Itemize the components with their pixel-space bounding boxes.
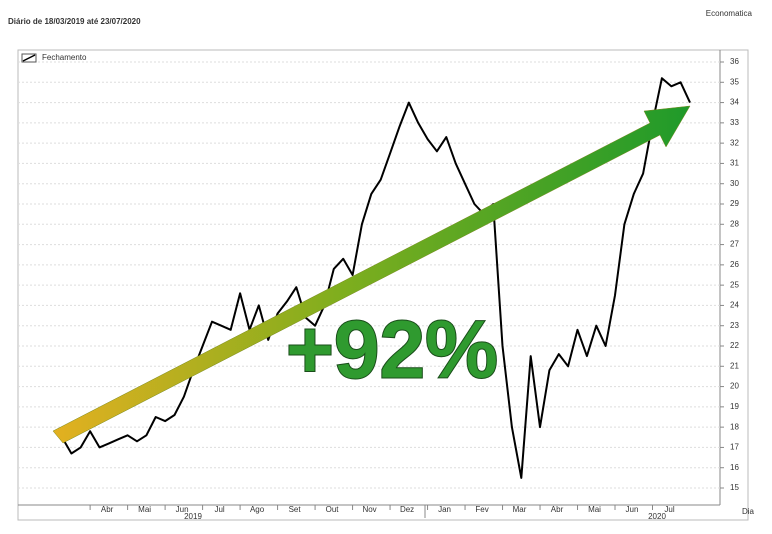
y-tick-label: 17 xyxy=(730,443,739,452)
x-tick-label: Mar xyxy=(513,505,527,514)
x-tick-label: Out xyxy=(326,505,340,514)
legend-line xyxy=(22,54,36,62)
y-tick-label: 24 xyxy=(730,301,739,310)
x-tick-label: Fev xyxy=(475,505,488,514)
x-tick-label: Jan xyxy=(438,505,451,514)
y-tick-label: 15 xyxy=(730,483,739,492)
x-tick-label: Nov xyxy=(362,505,376,514)
trend-arrow xyxy=(52,105,691,444)
y-tick-label: 27 xyxy=(730,240,739,249)
y-tick-label: 33 xyxy=(730,118,739,127)
y-tick-label: 28 xyxy=(730,219,739,228)
y-tick-label: 23 xyxy=(730,321,739,330)
y-tick-label: 21 xyxy=(730,361,739,370)
y-tick-label: 25 xyxy=(730,280,739,289)
y-tick-label: 20 xyxy=(730,382,739,391)
y-tick-label: 29 xyxy=(730,199,739,208)
y-tick-label: 35 xyxy=(730,77,739,86)
x-tick-label: Jun xyxy=(176,505,189,514)
x-tick-label: Mai xyxy=(588,505,601,514)
x-tick-label: Jul xyxy=(664,505,674,514)
x-tick-label: Abr xyxy=(101,505,114,514)
x-axis-label: Dia xyxy=(742,507,755,516)
y-tick-label: 16 xyxy=(730,463,739,472)
y-tick-label: 36 xyxy=(730,57,739,66)
y-tick-label: 34 xyxy=(730,98,739,107)
year-label: 2019 xyxy=(184,512,202,521)
y-tick-label: 26 xyxy=(730,260,739,269)
x-tick-label: Jul xyxy=(214,505,224,514)
source: Economatica xyxy=(706,9,753,18)
legend-label: Fechamento xyxy=(42,53,87,62)
chart-title: Diário de 18/03/2019 até 23/07/2020 xyxy=(8,17,141,26)
annotation: +92% xyxy=(286,305,498,396)
year-label: 2020 xyxy=(648,512,666,521)
x-tick-label: Dez xyxy=(400,505,414,514)
y-tick-label: 30 xyxy=(730,179,739,188)
y-tick-label: 31 xyxy=(730,159,739,168)
x-tick-label: Set xyxy=(289,505,302,514)
y-tick-label: 19 xyxy=(730,402,739,411)
x-tick-label: Mai xyxy=(138,505,151,514)
line xyxy=(61,77,691,479)
x-tick-label: Abr xyxy=(551,505,564,514)
legend: Fechamento xyxy=(21,53,87,63)
x-tick-label: Ago xyxy=(250,505,265,514)
y-tick-label: 22 xyxy=(730,341,739,350)
y-tick-label: 18 xyxy=(730,422,739,431)
x-tick-label: Jun xyxy=(626,505,639,514)
y-tick-label: 32 xyxy=(730,138,739,147)
